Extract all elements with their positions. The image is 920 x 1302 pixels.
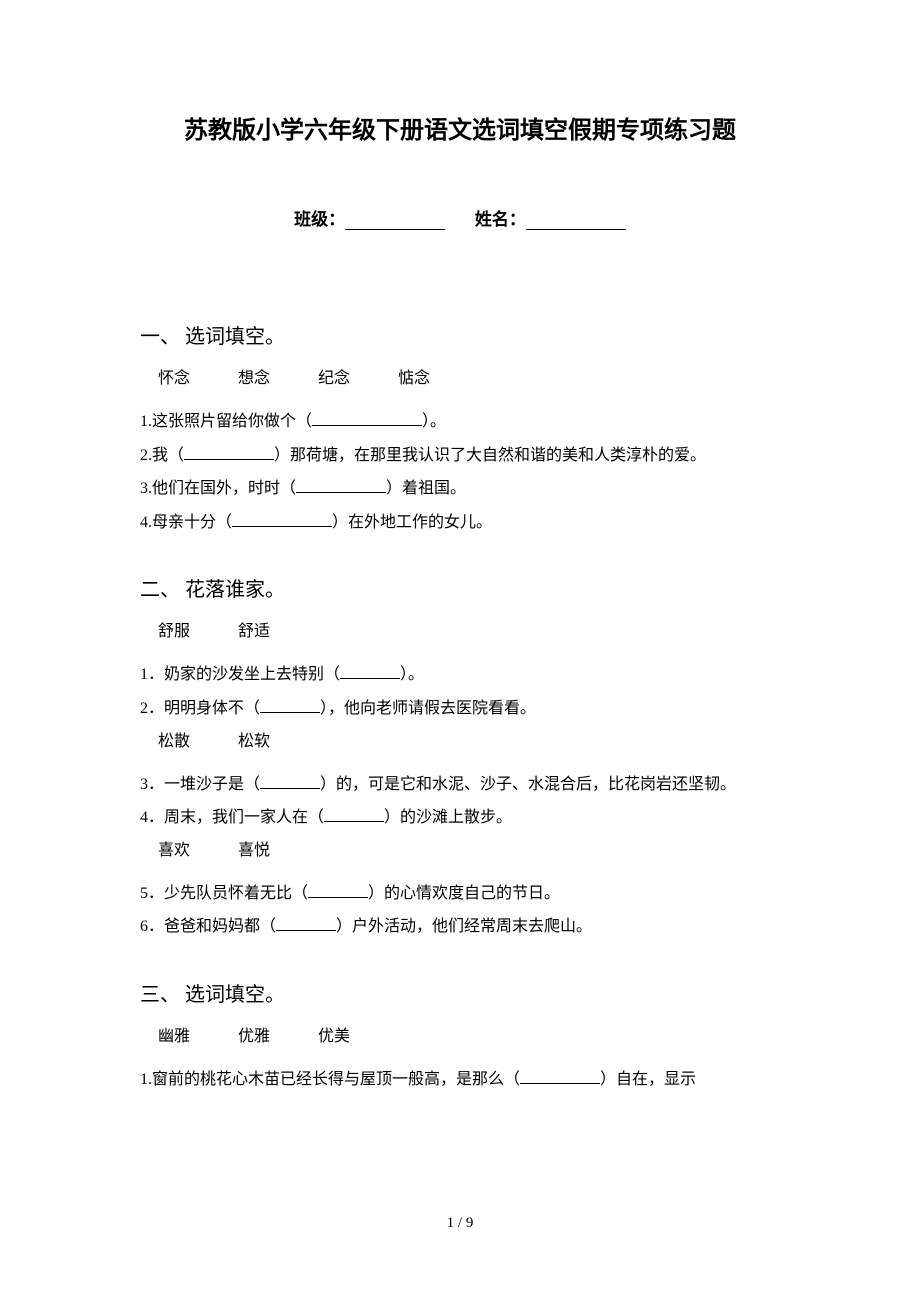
fill-blank: [232, 512, 332, 527]
fill-blank: [276, 916, 336, 931]
word: 怀念: [158, 370, 190, 387]
fill-blank: [340, 664, 400, 679]
section-2-wordbank-2: 松散 松软: [158, 726, 780, 758]
fill-blank: [260, 698, 320, 713]
section-3: 三、 选词填空。 幽雅 优雅 优美 1.窗前的桃花心木苗已经长得与屋顶一般高，是…: [140, 978, 780, 1097]
question: 4．周末，我们一家人在（ ）的沙滩上散步。: [140, 801, 780, 835]
section-3-wordbank: 幽雅 优雅 优美: [158, 1021, 780, 1053]
question: 4.母亲十分（ ）在外地工作的女儿。: [140, 506, 780, 540]
fill-blank: [184, 445, 274, 460]
q-pre: 5．少先队员怀着无比（: [140, 885, 308, 902]
word: 舒适: [238, 623, 270, 640]
fill-blank: [308, 883, 368, 898]
q-pre: 6．爸爸和妈妈都（: [140, 918, 276, 935]
word: 松软: [238, 733, 270, 750]
section-1-heading: 一、 选词填空。: [140, 320, 780, 349]
fill-blank: [520, 1069, 600, 1084]
class-blank: [345, 213, 445, 230]
fill-blank: [260, 774, 320, 789]
document-title: 苏教版小学六年级下册语文选词填空假期专项练习题: [140, 110, 780, 145]
section-1-wordbank: 怀念 想念 纪念 惦念: [158, 363, 780, 395]
question: 2.我（ ）那荷塘，在那里我认识了大自然和谐的美和人类淳朴的爱。: [140, 439, 780, 473]
word: 纪念: [318, 370, 350, 387]
q-post: ）在外地工作的女儿。: [332, 514, 492, 531]
word: 喜悦: [238, 842, 270, 859]
q-pre: 2．明明身体不（: [140, 700, 260, 717]
question: 1.窗前的桃花心木苗已经长得与屋顶一般高，是那么（ ）自在，显示: [140, 1063, 780, 1097]
q-pre: 3．一堆沙子是（: [140, 776, 260, 793]
q-post: ），他向老师请假去医院看看。: [320, 700, 536, 717]
q-post: ）那荷塘，在那里我认识了大自然和谐的美和人类淳朴的爱。: [274, 447, 706, 464]
fill-blank: [312, 411, 422, 426]
section-2-wordbank-1: 舒服 舒适: [158, 616, 780, 648]
word: 优雅: [238, 1028, 270, 1045]
question: 1.这张照片留给你做个（ ）。: [140, 405, 780, 439]
word: 想念: [238, 370, 270, 387]
meta-row: 班级： 姓名：: [140, 205, 780, 230]
fill-blank: [324, 807, 384, 822]
q-pre: 1.这张照片留给你做个（: [140, 413, 312, 430]
question: 5．少先队员怀着无比（ ）的心情欢度自己的节日。: [140, 877, 780, 911]
q-post: ）。: [400, 666, 424, 683]
question: 3.他们在国外，时时（ ）着祖国。: [140, 472, 780, 506]
q-pre: 1．奶家的沙发坐上去特别（: [140, 666, 340, 683]
section-1: 一、 选词填空。 怀念 想念 纪念 惦念 1.这张照片留给你做个（ ）。 2.我（…: [140, 320, 780, 539]
word: 幽雅: [158, 1028, 190, 1045]
question: 6．爸爸和妈妈都（ ）户外活动，他们经常周末去爬山。: [140, 910, 780, 944]
q-pre: 3.他们在国外，时时（: [140, 480, 296, 497]
word: 喜欢: [158, 842, 190, 859]
q-pre: 4．周末，我们一家人在（: [140, 809, 324, 826]
name-label: 姓名：: [475, 210, 526, 229]
question: 2．明明身体不（ ），他向老师请假去医院看看。: [140, 692, 780, 726]
q-post: ）自在，显示: [600, 1071, 696, 1088]
section-3-heading: 三、 选词填空。: [140, 978, 780, 1007]
question: 1．奶家的沙发坐上去特别（ ）。: [140, 658, 780, 692]
q-post: ）的，可是它和水泥、沙子、水混合后，比花岗岩还坚韧。: [320, 776, 736, 793]
section-2-heading: 二、 花落谁家。: [140, 573, 780, 602]
class-label: 班级：: [294, 210, 345, 229]
q-post: ）户外活动，他们经常周末去爬山。: [336, 918, 592, 935]
word: 舒服: [158, 623, 190, 640]
word: 松散: [158, 733, 190, 750]
page-footer: 1 / 9: [0, 1215, 920, 1232]
q-post: ）的沙滩上散步。: [384, 809, 512, 826]
name-blank: [526, 213, 626, 230]
section-2: 二、 花落谁家。 舒服 舒适 1．奶家的沙发坐上去特别（ ）。 2．明明身体不（ ）…: [140, 573, 780, 944]
q-post: ）着祖国。: [386, 480, 466, 497]
word: 惦念: [398, 370, 430, 387]
question: 3．一堆沙子是（ ）的，可是它和水泥、沙子、水混合后，比花岗岩还坚韧。: [140, 768, 780, 802]
q-pre: 2.我（: [140, 447, 184, 464]
section-2-wordbank-3: 喜欢 喜悦: [158, 835, 780, 867]
q-pre: 1.窗前的桃花心木苗已经长得与屋顶一般高，是那么（: [140, 1071, 520, 1088]
q-pre: 4.母亲十分（: [140, 514, 232, 531]
q-post: ）的心情欢度自己的节日。: [368, 885, 560, 902]
q-post: ）。: [422, 413, 446, 430]
fill-blank: [296, 478, 386, 493]
word: 优美: [318, 1028, 350, 1045]
